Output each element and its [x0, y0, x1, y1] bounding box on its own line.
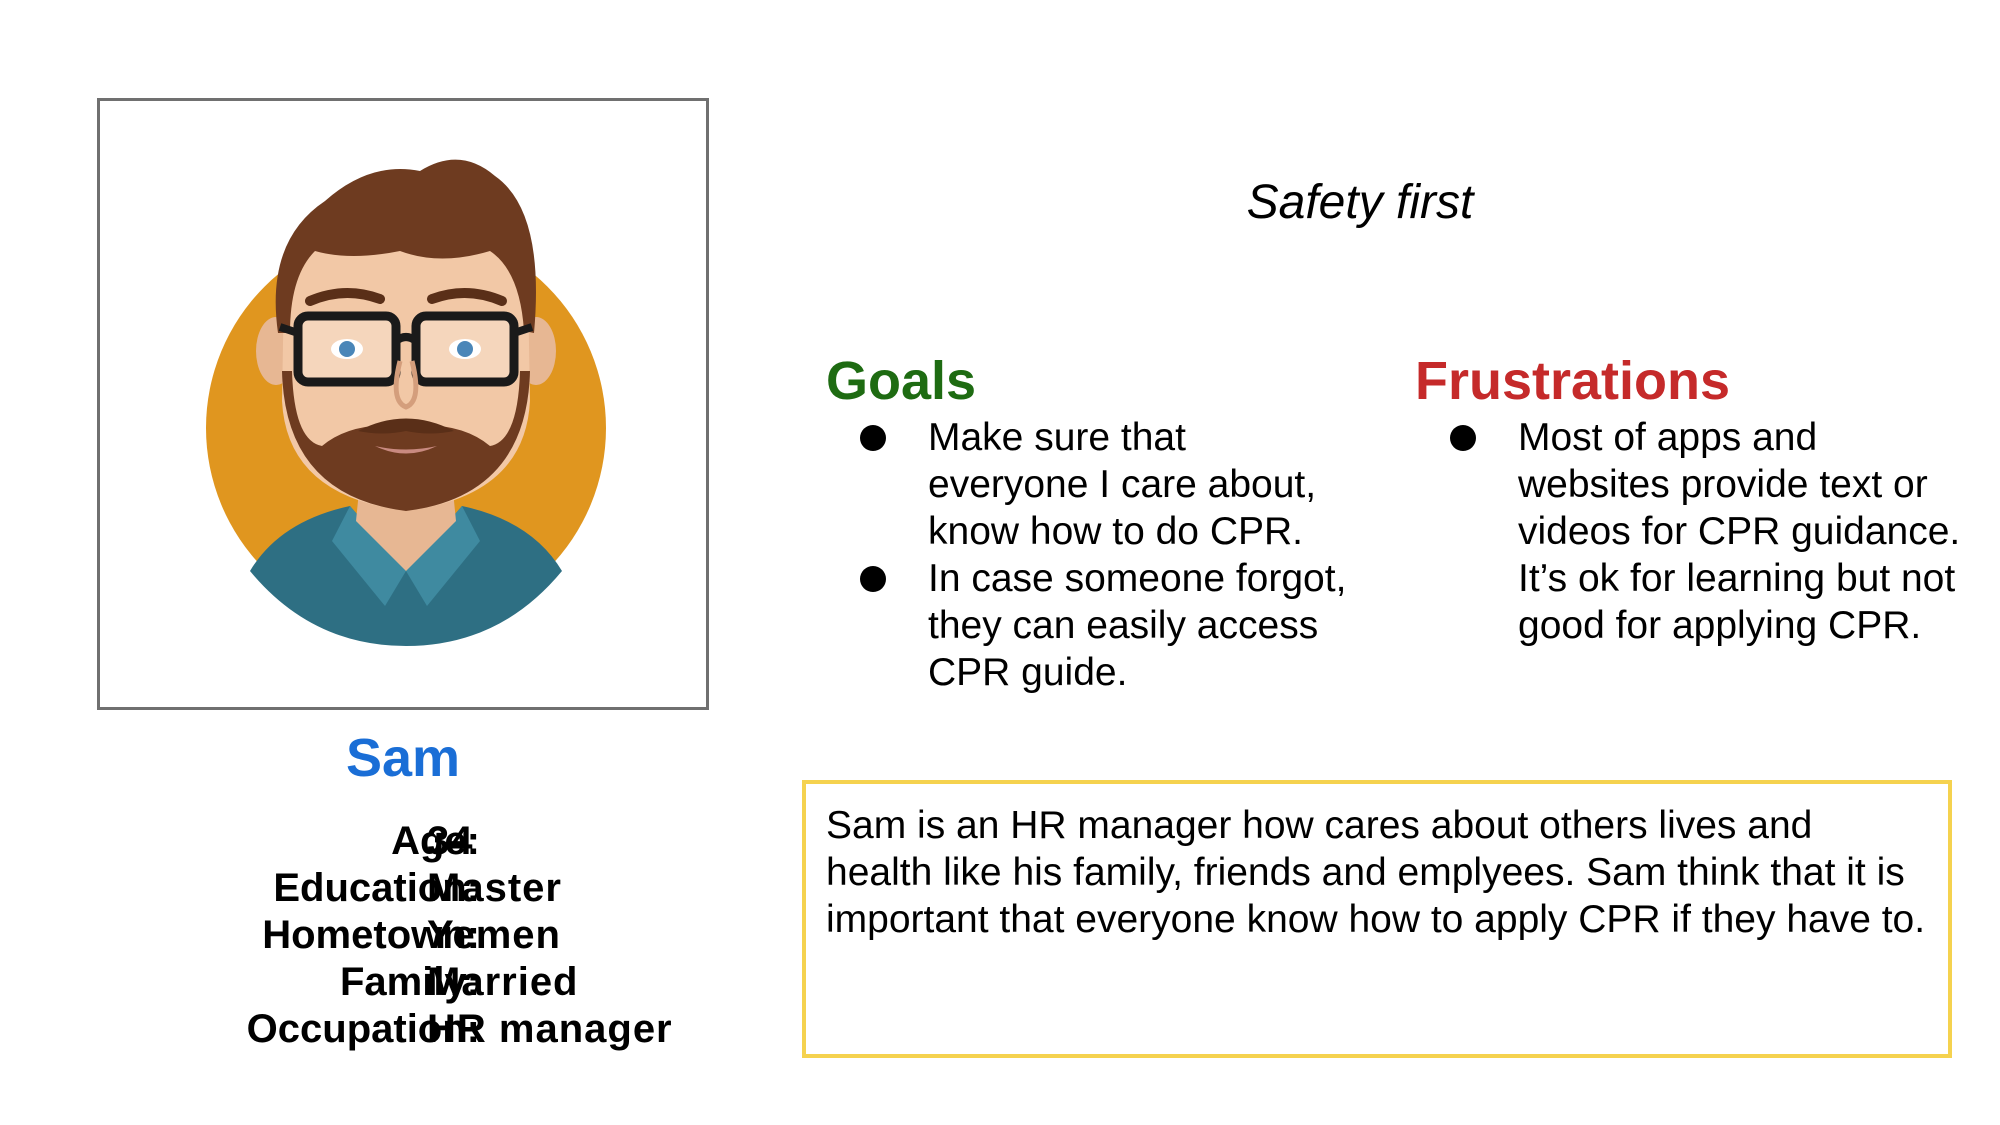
list-item: Most of apps and websites provide text o…	[1446, 414, 1966, 649]
frustration-text: Most of apps and websites provide text o…	[1518, 416, 1961, 647]
persona-quote: Safety first	[1246, 176, 1474, 229]
avatar-frame	[97, 98, 709, 710]
persona-name: Sam	[345, 728, 461, 788]
detail-label: Education:	[273, 866, 480, 910]
detail-value: HR manager	[427, 1007, 673, 1051]
persona-details: Age: 34 Education: Master Hometown: Yeme…	[100, 818, 740, 1053]
detail-row-family: Family: Married	[100, 959, 740, 1006]
detail-value: Yemen	[427, 913, 561, 957]
list-item: Make sure that everyone I care about, kn…	[856, 414, 1356, 555]
detail-label: Occupation:	[246, 1007, 480, 1051]
goals-list: Make sure that everyone I care about, kn…	[856, 414, 1356, 696]
goals-title: Goals	[826, 351, 977, 411]
bio-text: Sam is an HR manager how cares about oth…	[826, 804, 1926, 941]
frustrations-title: Frustrations	[1415, 351, 1731, 411]
detail-label: Age:	[391, 819, 480, 863]
detail-label: Family:	[339, 960, 480, 1004]
goal-text: Make sure that everyone I care about, kn…	[928, 416, 1317, 553]
detail-label: Hometown:	[262, 913, 480, 957]
detail-value: Married	[427, 960, 579, 1004]
detail-row-age: Age: 34	[100, 818, 740, 865]
bullet-icon	[1450, 425, 1476, 451]
goal-text: In case someone forgot, they can easily …	[928, 557, 1347, 694]
detail-value: 34	[427, 819, 474, 863]
bullet-icon	[860, 566, 886, 592]
detail-row-hometown: Hometown: Yemen	[100, 912, 740, 959]
bearded-man-avatar-icon	[206, 159, 606, 646]
detail-row-education: Education: Master	[100, 865, 740, 912]
frustrations-list: Most of apps and websites provide text o…	[1446, 414, 1966, 649]
list-item: In case someone forgot, they can easily …	[856, 555, 1356, 696]
detail-value: Master	[427, 866, 562, 910]
detail-row-occupation: Occupation: HR manager	[100, 1006, 740, 1053]
bio-box: Sam is an HR manager how cares about oth…	[802, 780, 1952, 1058]
bullet-icon	[860, 425, 886, 451]
